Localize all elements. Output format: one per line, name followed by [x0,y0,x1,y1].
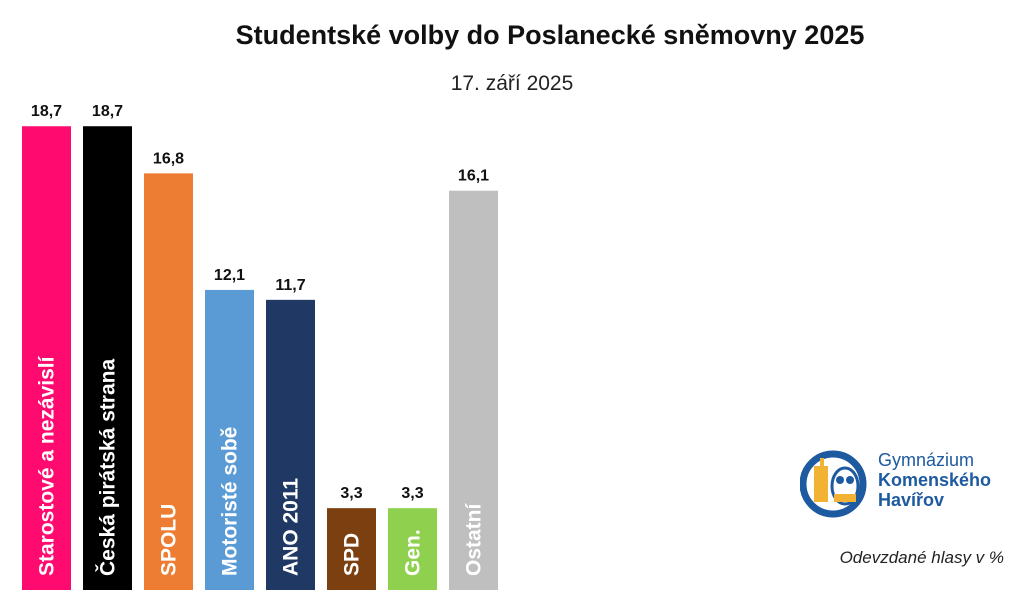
value-label-3: 12,1 [214,267,245,284]
logo-line-1: Gymnázium [878,450,975,470]
bar-5 [327,508,376,590]
chart-subtitle: 17. září 2025 [450,72,574,95]
school-owl-logo-icon [800,450,867,518]
value-label-1: 18,7 [92,103,123,120]
logo-line-2: Komenského [878,470,992,490]
value-label-2: 16,8 [153,150,184,167]
value-label-5: 3,3 [340,485,362,502]
bar-2 [144,173,193,591]
value-label-7: 16,1 [458,168,489,185]
unit-note: Odevzdané hlasy v % [839,548,1004,567]
bar-4 [266,299,315,590]
bar-3 [205,289,254,590]
bar-0 [22,126,71,591]
school-logo-text: Gymnázium Komenského Havířov [878,450,991,510]
category-label-6: Gen. [402,529,425,576]
category-label-1: Česká pirátská strana [96,359,120,576]
chart-title: Studentské volby do Poslanecké sněmovny … [235,20,865,50]
category-label-3: Motoristé sobě [219,427,242,576]
logo-line-3: Havířov [878,490,945,510]
category-label-0: Starostové a nezávislí [36,355,59,576]
bar-1 [83,126,132,591]
category-label-5: SPD [341,533,364,576]
category-label-2: SPOLU [158,504,181,576]
bar-7 [449,190,498,590]
category-label-4: ANO 2011 [280,478,303,576]
value-label-4: 11,7 [275,277,305,294]
value-label-6: 3,3 [401,485,423,502]
value-label-0: 18,7 [31,103,62,120]
bar-6 [388,508,437,590]
category-label-7: Ostatní [463,502,486,576]
